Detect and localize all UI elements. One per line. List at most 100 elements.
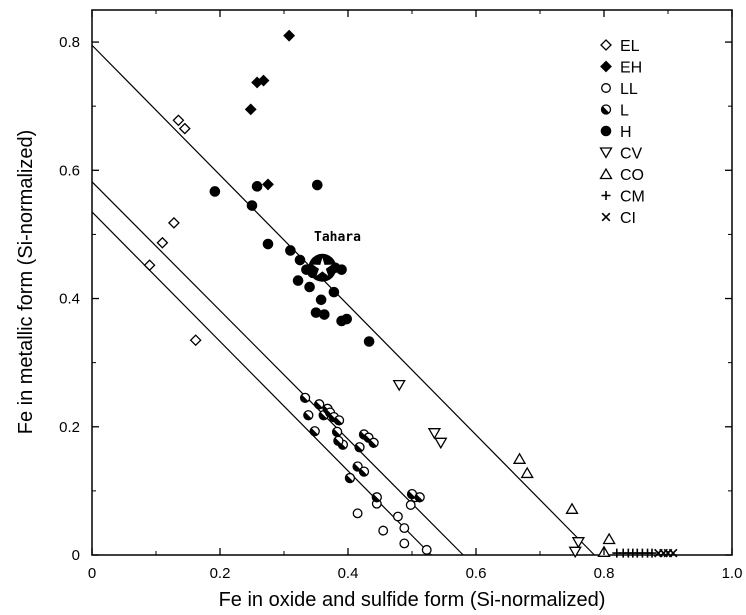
tahara-label: Tahara — [314, 230, 361, 245]
point-h-11 — [304, 281, 315, 293]
legend-item-h: H — [600, 124, 632, 141]
point-l-2 — [303, 410, 314, 421]
legend-item-ci: CI — [601, 210, 636, 227]
point-l-3 — [309, 426, 320, 437]
x-axis-title: Fe in oxide and sulfide form (Si-normali… — [219, 589, 606, 611]
tahara-star-icon — [312, 257, 332, 276]
legend-label-cv: CV — [620, 146, 643, 163]
point-ll-5 — [399, 523, 410, 534]
point-l-13 — [344, 472, 356, 484]
point-h-6 — [285, 245, 296, 256]
legend-marker-ci — [601, 212, 611, 222]
legend-marker-cv — [599, 147, 613, 159]
point-co-3 — [565, 502, 579, 514]
legend-label-cm: CM — [620, 189, 645, 206]
point-cv-1 — [392, 379, 406, 392]
series-co — [512, 452, 616, 557]
y-tick-label: 0.8 — [59, 34, 80, 51]
legend-item-cv: CV — [599, 146, 643, 163]
point-l-1 — [299, 392, 311, 404]
point-l-10 — [333, 415, 345, 426]
x-tick-label: 0.8 — [594, 565, 615, 582]
legend-marker-el — [600, 39, 612, 51]
tahara-highlight: Tahara — [308, 230, 361, 282]
point-ll-3 — [378, 525, 389, 536]
point-co-1 — [512, 452, 527, 464]
legend-item-eh: EH — [600, 60, 642, 77]
point-h-19 — [341, 313, 353, 325]
legend-marker-ll — [601, 83, 611, 93]
point-ll-6 — [405, 500, 416, 510]
point-cv-4 — [571, 537, 586, 549]
point-h-1 — [209, 186, 221, 197]
legend-marker-l — [600, 104, 612, 115]
point-el-5 — [143, 259, 156, 272]
point-l-15 — [358, 466, 370, 477]
point-l-19 — [368, 437, 379, 448]
point-el-3 — [168, 216, 180, 229]
point-h-3 — [251, 181, 263, 192]
trend-line-1 — [91, 44, 595, 556]
point-cv-5 — [568, 546, 582, 559]
point-l-16 — [354, 442, 365, 453]
y-axis-title: Fe in metallic form (Si-normalized) — [15, 130, 37, 435]
point-ll-1 — [352, 508, 363, 519]
series-ci — [654, 548, 678, 558]
point-ll-7 — [399, 538, 410, 549]
x-tick-label: 0.4 — [338, 565, 359, 582]
point-co-4 — [602, 532, 616, 545]
point-h-14 — [319, 309, 330, 320]
legend-label-h: H — [620, 124, 632, 141]
series-el — [143, 114, 202, 347]
point-h-2 — [246, 200, 258, 211]
point-el-2 — [178, 122, 191, 135]
point-h-8 — [292, 275, 304, 286]
legend-item-ll: LL — [601, 81, 638, 98]
y-tick-label: 0.2 — [59, 419, 80, 436]
point-l-4 — [314, 399, 325, 410]
point-el-4 — [156, 236, 169, 249]
point-cm-8 — [647, 548, 657, 558]
legend-marker-cm — [601, 191, 611, 200]
legend-marker-h — [600, 125, 612, 137]
legend-item-cm: CM — [601, 189, 645, 206]
point-l-14 — [352, 461, 363, 472]
legend-label-l: L — [620, 103, 629, 120]
series-l — [299, 392, 425, 503]
series-h — [209, 179, 375, 347]
legend-label-ci: CI — [620, 210, 636, 227]
y-tick-label: 0.6 — [59, 162, 80, 179]
legend-label-el: EL — [620, 38, 640, 55]
point-eh-1 — [283, 29, 296, 42]
legend-item-el: EL — [600, 38, 640, 55]
legend-item-l: L — [600, 103, 629, 120]
point-h-15 — [328, 286, 340, 298]
x-tick-label: 1.0 — [722, 565, 743, 582]
point-h-5 — [262, 238, 274, 250]
series-cm — [612, 548, 657, 558]
point-eh-5 — [262, 178, 274, 191]
point-h-17 — [336, 264, 347, 275]
data-points — [143, 29, 678, 559]
trend-line-2 — [91, 181, 464, 556]
x-tick-label: 0 — [88, 565, 96, 582]
point-cv-3 — [434, 437, 448, 450]
point-el-6 — [189, 334, 202, 347]
point-l-12 — [333, 435, 344, 447]
x-tick-label: 0.2 — [210, 565, 231, 582]
series-eh — [244, 29, 296, 191]
point-eh-4 — [244, 103, 257, 116]
point-h-20 — [363, 336, 375, 347]
point-ll-4 — [392, 511, 403, 522]
point-h-12 — [315, 294, 327, 306]
y-tick-label: 0 — [72, 547, 80, 564]
point-l-22 — [414, 492, 425, 503]
point-co-2 — [520, 466, 534, 479]
legend-label-eh: EH — [620, 60, 642, 77]
point-eh-3 — [251, 76, 264, 89]
point-l-20 — [371, 492, 382, 503]
legend-label-co: CO — [620, 167, 644, 184]
series-cv — [392, 379, 586, 559]
point-ci-4 — [668, 548, 678, 558]
